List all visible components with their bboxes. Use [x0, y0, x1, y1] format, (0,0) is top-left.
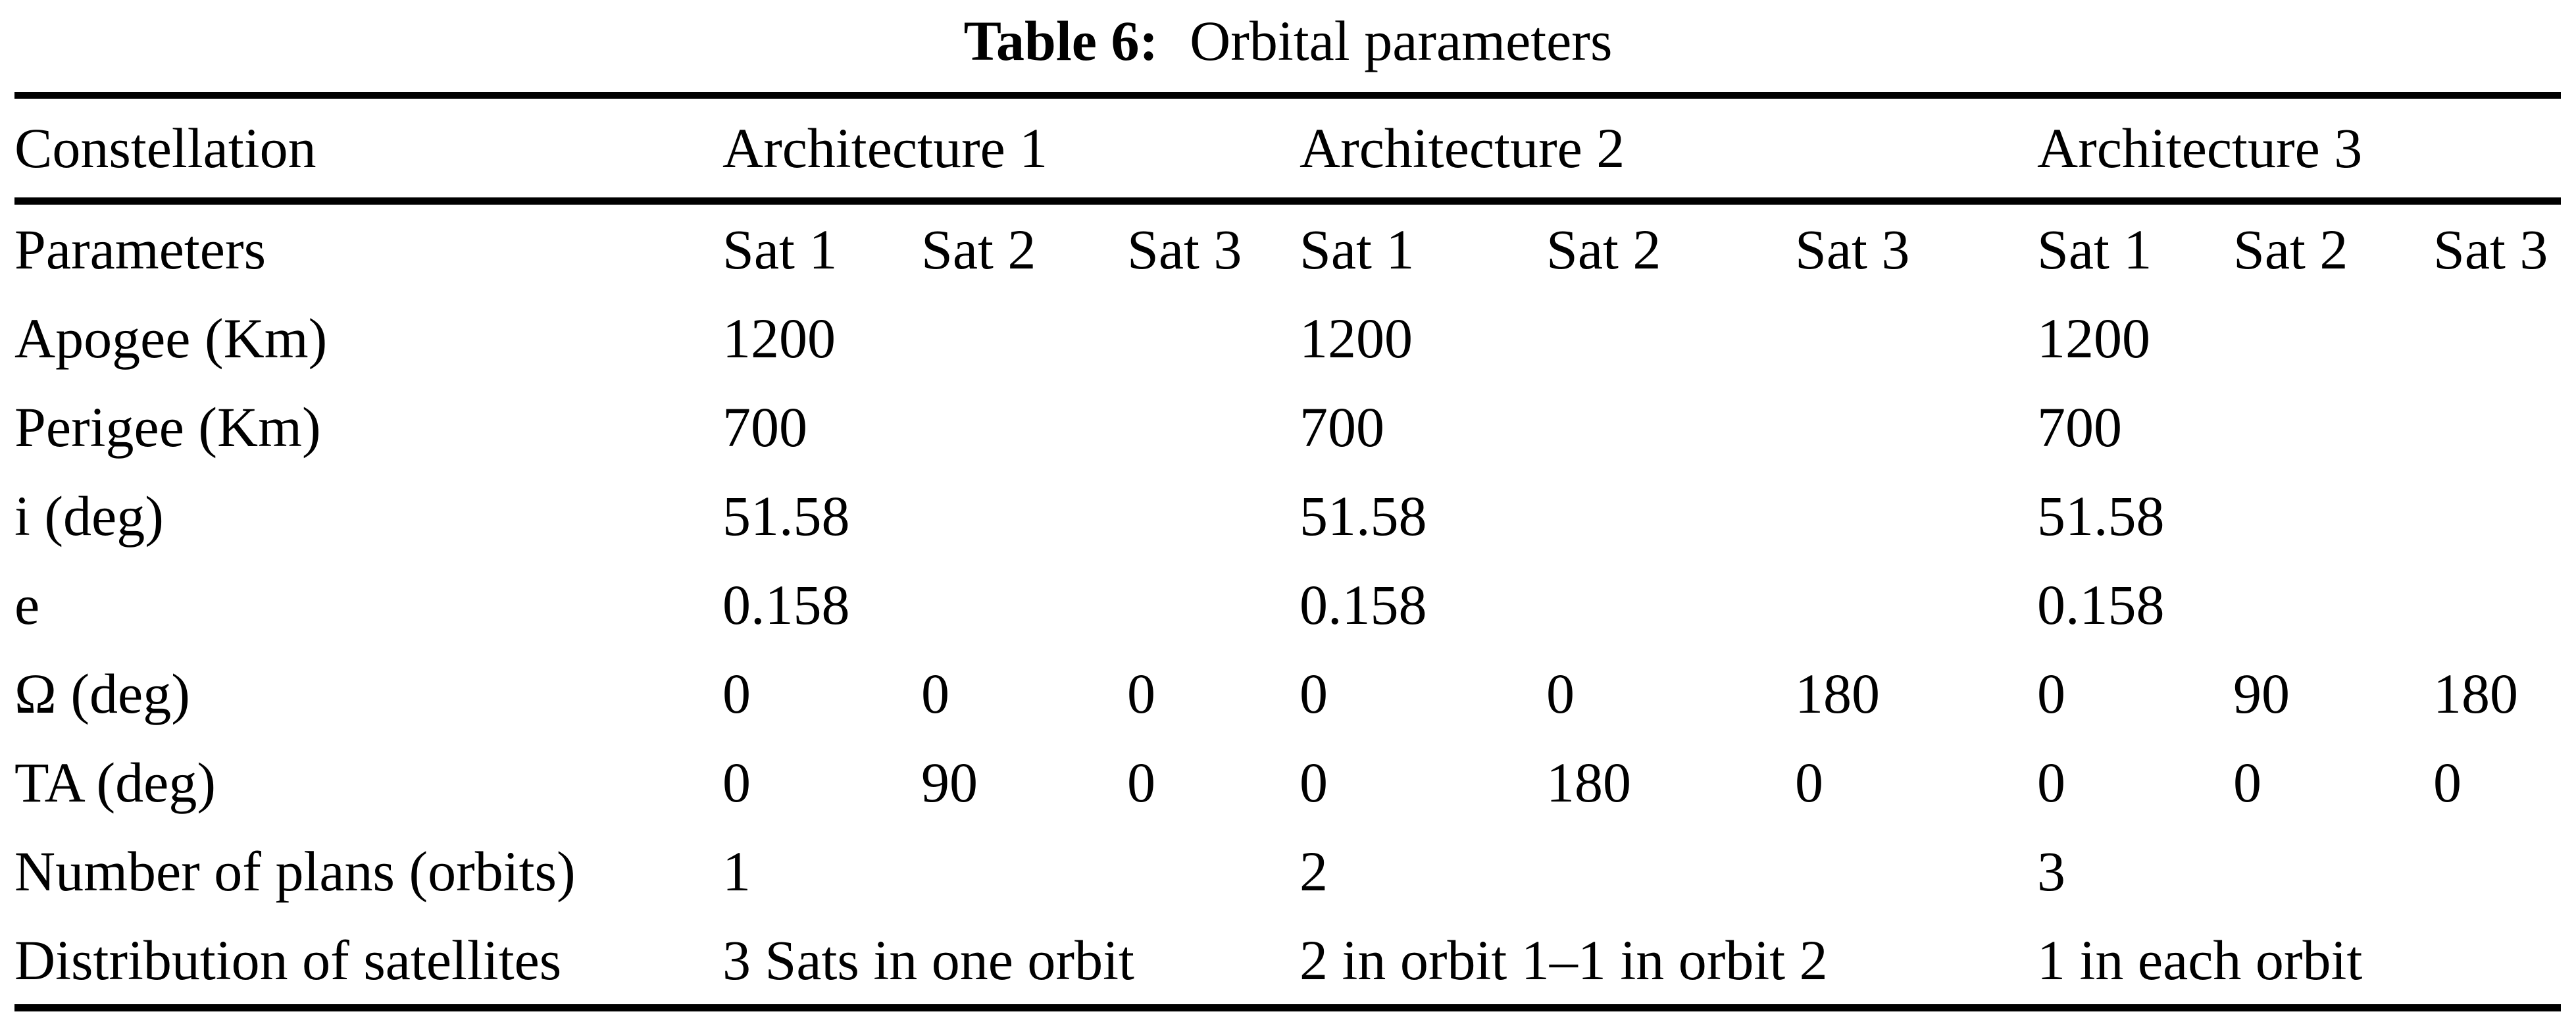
- ta-value-cell: 0: [2433, 750, 2462, 814]
- table-caption: Table 6: Orbital parameters: [0, 0, 2576, 92]
- distribution-value-arch3: 1 in each orbit: [2037, 928, 2363, 992]
- raan-value-cell: 0: [1546, 661, 1575, 725]
- sat-header-cell: Sat 2: [2233, 217, 2348, 281]
- eccentricity-row: e 0.158 0.158 0.158: [14, 560, 2561, 649]
- ta-value-cell: 180: [1546, 750, 1631, 814]
- apogee-value-arch3: 1200: [2037, 306, 2150, 370]
- parameters-header-cell: Parameters: [14, 217, 266, 281]
- perigee-value-arch3: 700: [2037, 395, 2122, 459]
- apogee-value-arch1: 1200: [722, 306, 836, 370]
- eccentricity-value-arch1: 0.158: [722, 573, 850, 636]
- row-label: TA (deg): [14, 750, 216, 814]
- apogee-value-arch2: 1200: [1300, 306, 1413, 370]
- row-label: e: [14, 573, 40, 636]
- distribution-value-arch1: 3 Sats in one orbit: [722, 928, 1134, 992]
- apogee-row: Apogee (Km) 1200 1200 1200: [14, 293, 2561, 382]
- raan-value-cell: 0: [1127, 661, 1155, 725]
- perigee-value-arch1: 700: [722, 395, 807, 459]
- constellation-header-cell: Constellation: [14, 95, 722, 205]
- row-label: Ω (deg): [14, 661, 190, 725]
- eccentricity-value-arch2: 0.158: [1300, 573, 1427, 636]
- sat-header-cell: Sat 2: [1546, 217, 1661, 281]
- inclination-value-arch2: 51.58: [1300, 484, 1427, 548]
- row-label: i (deg): [14, 484, 164, 548]
- distribution-value-arch2: 2 in orbit 1–1 in orbit 2: [1300, 928, 1828, 992]
- raan-value-cell: 180: [1795, 661, 1880, 725]
- sat-header-row: Parameters Sat 1 Sat 2 Sat 3 Sat 1 Sat 2…: [14, 201, 2561, 294]
- sat-header-cell: Sat 1: [722, 217, 838, 281]
- plans-value-arch3: 3: [2037, 839, 2065, 903]
- ta-value-cell: 0: [722, 750, 751, 814]
- raan-value-cell: 90: [2233, 661, 2290, 725]
- raan-value-cell: 0: [921, 661, 949, 725]
- row-label: Perigee (Km): [14, 395, 321, 459]
- perigee-value-arch2: 700: [1300, 395, 1384, 459]
- distribution-row: Distribution of satellites 3 Sats in one…: [14, 915, 2561, 1008]
- eccentricity-value-arch3: 0.158: [2037, 573, 2165, 636]
- architecture-3-header-cell: Architecture 3: [2037, 95, 2561, 205]
- orbital-parameters-table: Constellation Architecture 1 Architectur…: [14, 92, 2561, 1011]
- true-anomaly-row: TA (deg) 0 90 0 0 180 0 0 0 0: [14, 738, 2561, 827]
- inclination-value-arch3: 51.58: [2037, 484, 2165, 548]
- table-caption-text: Orbital parameters: [1190, 9, 1613, 72]
- inclination-row: i (deg) 51.58 51.58 51.58: [14, 471, 2561, 560]
- architecture-2-header-cell: Architecture 2: [1300, 95, 2037, 205]
- sat-header-cell: Sat 3: [2433, 217, 2548, 281]
- ta-value-cell: 0: [2037, 750, 2065, 814]
- ta-value-cell: 0: [1300, 750, 1328, 814]
- ta-value-cell: 0: [2233, 750, 2261, 814]
- plans-value-arch1: 1: [722, 839, 751, 903]
- sat-header-cell: Sat 3: [1795, 217, 1910, 281]
- inclination-value-arch1: 51.58: [722, 484, 850, 548]
- sat-header-cell: Sat 2: [921, 217, 1036, 281]
- row-label: Apogee (Km): [14, 306, 328, 370]
- sat-header-cell: Sat 1: [2037, 217, 2152, 281]
- ta-value-cell: 0: [1795, 750, 1823, 814]
- raan-value-cell: 0: [722, 661, 751, 725]
- raan-value-cell: 180: [2433, 661, 2518, 725]
- raan-row: Ω (deg) 0 0 0 0 0 180 0 90 180: [14, 649, 2561, 738]
- raan-value-cell: 0: [2037, 661, 2065, 725]
- raan-value-cell: 0: [1300, 661, 1328, 725]
- sat-header-cell: Sat 3: [1127, 217, 1242, 281]
- plans-value-arch2: 2: [1300, 839, 1328, 903]
- architecture-1-header-cell: Architecture 1: [722, 95, 1300, 205]
- sat-header-cell: Sat 1: [1300, 217, 1415, 281]
- ta-value-cell: 90: [921, 750, 978, 814]
- architecture-header-row: Constellation Architecture 1 Architectur…: [14, 95, 2561, 205]
- row-label: Number of plans (orbits): [14, 839, 576, 903]
- ta-value-cell: 0: [1127, 750, 1155, 814]
- row-label: Distribution of satellites: [14, 928, 562, 992]
- perigee-row: Perigee (Km) 700 700 700: [14, 382, 2561, 471]
- table-caption-number: Table 6:: [963, 9, 1159, 72]
- number-of-plans-row: Number of plans (orbits) 1 2 3: [14, 827, 2561, 915]
